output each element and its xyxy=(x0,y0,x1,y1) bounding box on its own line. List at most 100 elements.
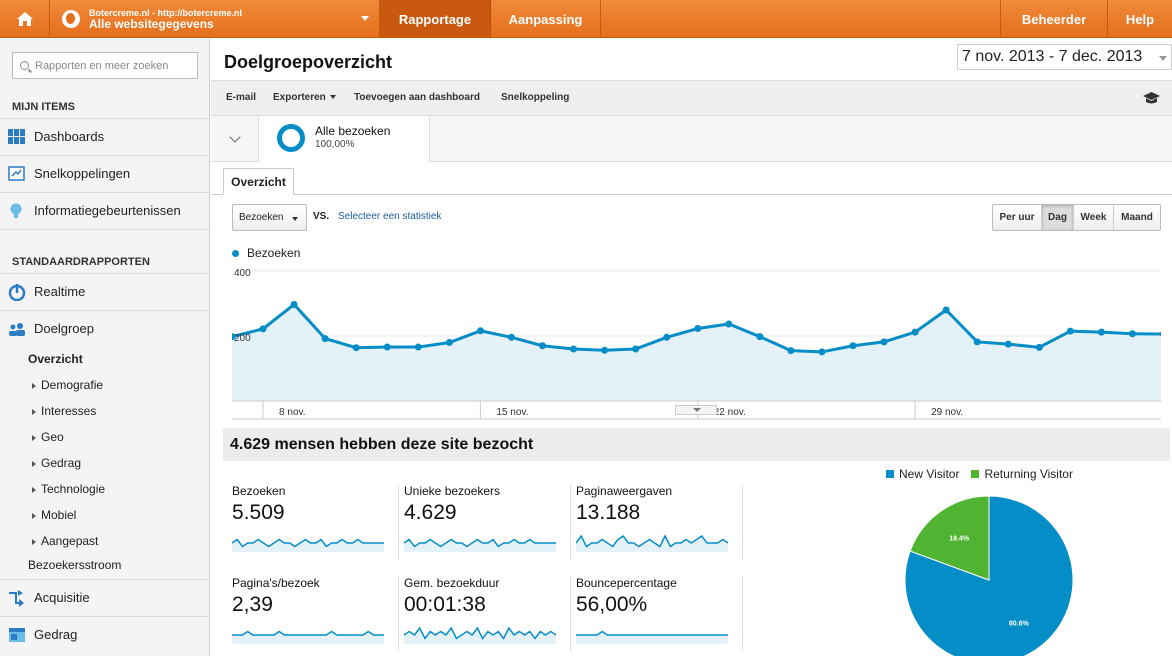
tab-rapportage[interactable]: Rapportage xyxy=(380,0,491,38)
data-point xyxy=(942,306,950,314)
tab-aanpassing[interactable]: Aanpassing xyxy=(491,0,601,38)
data-point xyxy=(911,328,919,336)
sidebar-sub-geo[interactable]: Geo xyxy=(28,430,64,444)
sidebar-item-dashboards[interactable]: Dashboards xyxy=(0,118,209,154)
search-placeholder: Rapporten en meer zoeken xyxy=(35,59,169,72)
sidebar: Rapporten en meer zoeken MIJN ITEMS Dash… xyxy=(0,39,210,656)
sidebar-item-shortcuts[interactable]: Snelkoppelingen xyxy=(0,155,209,191)
date-separator: - xyxy=(1044,48,1059,65)
data-point xyxy=(725,320,733,328)
sidebar-item-label: Acquisitie xyxy=(34,590,90,605)
metric-card-pages-per-visit[interactable]: Pagina's/bezoek 2,39 xyxy=(232,576,399,652)
sparkline xyxy=(232,538,384,552)
metric-value: 5.509 xyxy=(232,501,285,524)
shortcut-button[interactable]: Snelkoppeling xyxy=(501,92,570,103)
pie-slice-new xyxy=(904,495,1074,656)
metric-card-avg-duration[interactable]: Gem. bezoekduur 00:01:38 xyxy=(404,576,571,652)
visits-line-chart: 400 200 8 nov. 15 nov. 22 nov. 29 nov. xyxy=(232,268,1161,420)
segment-name: Alle bezoeken xyxy=(315,124,391,138)
expand-arrow-icon xyxy=(32,434,36,441)
chevron-down-icon xyxy=(361,16,369,21)
granularity-day[interactable]: Dag xyxy=(1042,205,1074,230)
expand-arrow-icon xyxy=(32,486,36,493)
sidebar-item-intelligence-events[interactable]: Informatiegebeurtenissen xyxy=(0,192,209,228)
granularity-week[interactable]: Week xyxy=(1074,205,1114,230)
data-point xyxy=(570,345,578,353)
property-view: Alle websitegegevens xyxy=(89,16,214,31)
sparkline-line xyxy=(404,538,556,548)
data-point xyxy=(507,333,515,341)
metric-label: Bouncepercentage xyxy=(576,576,677,590)
email-button[interactable]: E-mail xyxy=(226,92,257,103)
segment-card[interactable]: Alle bezoeken 100,00% xyxy=(259,116,430,162)
sparkline xyxy=(232,630,384,644)
sparkline-fill xyxy=(576,536,728,552)
metric-card-bounce-rate[interactable]: Bouncepercentage 56,00% xyxy=(576,576,743,652)
metric-value: 13.188 xyxy=(576,501,641,524)
sparkline xyxy=(404,626,556,644)
dashboard-grid-icon xyxy=(8,128,26,146)
vs-label: VS. xyxy=(313,211,330,222)
sidebar-item-acquisition[interactable]: Acquisitie xyxy=(0,579,209,615)
sidebar-sub-behavior[interactable]: Gedrag xyxy=(28,456,81,470)
sidebar-sub-demographics[interactable]: Demografie xyxy=(28,378,103,392)
data-point xyxy=(663,333,671,341)
search-input[interactable]: Rapporten en meer zoeken xyxy=(12,52,198,79)
sparkline xyxy=(576,534,728,552)
data-point xyxy=(1004,340,1012,348)
data-point xyxy=(1066,327,1074,335)
metric-card-pageviews[interactable]: Paginaweergaven 13.188 xyxy=(576,484,743,560)
legend-label: Bezoeken xyxy=(247,246,301,260)
metric-label: Gem. bezoekduur xyxy=(404,576,500,590)
data-point xyxy=(632,345,640,353)
date-range-picker[interactable]: 7 nov. 2013 - 7 dec. 2013 xyxy=(957,44,1172,70)
x-tick-label: 8 nov. xyxy=(279,407,306,418)
sidebar-item-audience[interactable]: Doelgroep xyxy=(0,310,209,346)
granularity-month[interactable]: Maand xyxy=(1114,205,1160,230)
data-point xyxy=(383,343,391,351)
account-selector[interactable]: Botercreme.nl - http://botercreme.nl All… xyxy=(50,0,380,38)
my-items-heading: MIJN ITEMS xyxy=(12,101,75,113)
graduation-cap-icon[interactable] xyxy=(1142,91,1161,105)
chart-expand-handle[interactable] xyxy=(675,405,717,415)
granularity-hourly[interactable]: Per uur xyxy=(993,205,1042,230)
sparkline-line xyxy=(232,538,384,548)
help-button[interactable]: Help xyxy=(1125,11,1155,27)
sidebar-sub-custom[interactable]: Aangepast xyxy=(28,534,98,548)
data-point xyxy=(352,344,360,352)
sidebar-sub-label: Mobiel xyxy=(41,508,77,522)
divider xyxy=(0,229,209,230)
data-point xyxy=(1160,331,1161,337)
shortcut-icon xyxy=(8,165,26,183)
sidebar-item-behavior[interactable]: Gedrag xyxy=(0,616,209,652)
segment-percentage: 100,00% xyxy=(315,139,355,150)
main-content: Doelgroepoverzicht 7 nov. 2013 - 7 dec. … xyxy=(211,39,1172,656)
metric-value: 4.629 xyxy=(404,501,457,524)
home-button[interactable] xyxy=(0,0,50,38)
pie-slice-label: 80.6% xyxy=(1009,621,1030,628)
legend-label: New Visitor xyxy=(899,467,960,481)
select-metric-link[interactable]: Selecteer een statistiek xyxy=(338,211,442,222)
sidebar-sub-technology[interactable]: Technologie xyxy=(28,482,105,496)
standard-reports-heading: STANDAARDRAPPORTEN xyxy=(12,256,150,268)
y-tick-label: 400 xyxy=(234,268,251,279)
add-to-dashboard-button[interactable]: Toevoegen aan dashboard xyxy=(354,92,480,103)
data-point xyxy=(259,325,267,333)
sidebar-sub-visitor-flow[interactable]: Bezoekersstroom xyxy=(28,558,122,572)
sidebar-sub-overview[interactable]: Overzicht xyxy=(28,352,83,366)
metric-select-value: Bezoeken xyxy=(239,212,284,223)
y-tick-label: 200 xyxy=(234,333,251,344)
admin-button[interactable]: Beheerder xyxy=(1000,0,1108,38)
metric-select[interactable]: Bezoeken xyxy=(232,204,307,231)
tab-overview[interactable]: Overzicht xyxy=(223,168,294,195)
export-button[interactable]: Exporteren xyxy=(273,92,336,103)
metric-card-unique-visitors[interactable]: Unieke bezoekers 4.629 xyxy=(404,484,571,560)
data-point xyxy=(973,338,981,346)
data-point xyxy=(232,333,236,341)
data-point xyxy=(787,347,795,355)
sidebar-item-realtime[interactable]: Realtime xyxy=(0,273,209,309)
sidebar-sub-mobile[interactable]: Mobiel xyxy=(28,508,76,522)
segment-toggle[interactable] xyxy=(211,116,259,161)
metric-card-visits[interactable]: Bezoeken 5.509 xyxy=(232,484,399,560)
sidebar-sub-interests[interactable]: Interesses xyxy=(28,404,96,418)
